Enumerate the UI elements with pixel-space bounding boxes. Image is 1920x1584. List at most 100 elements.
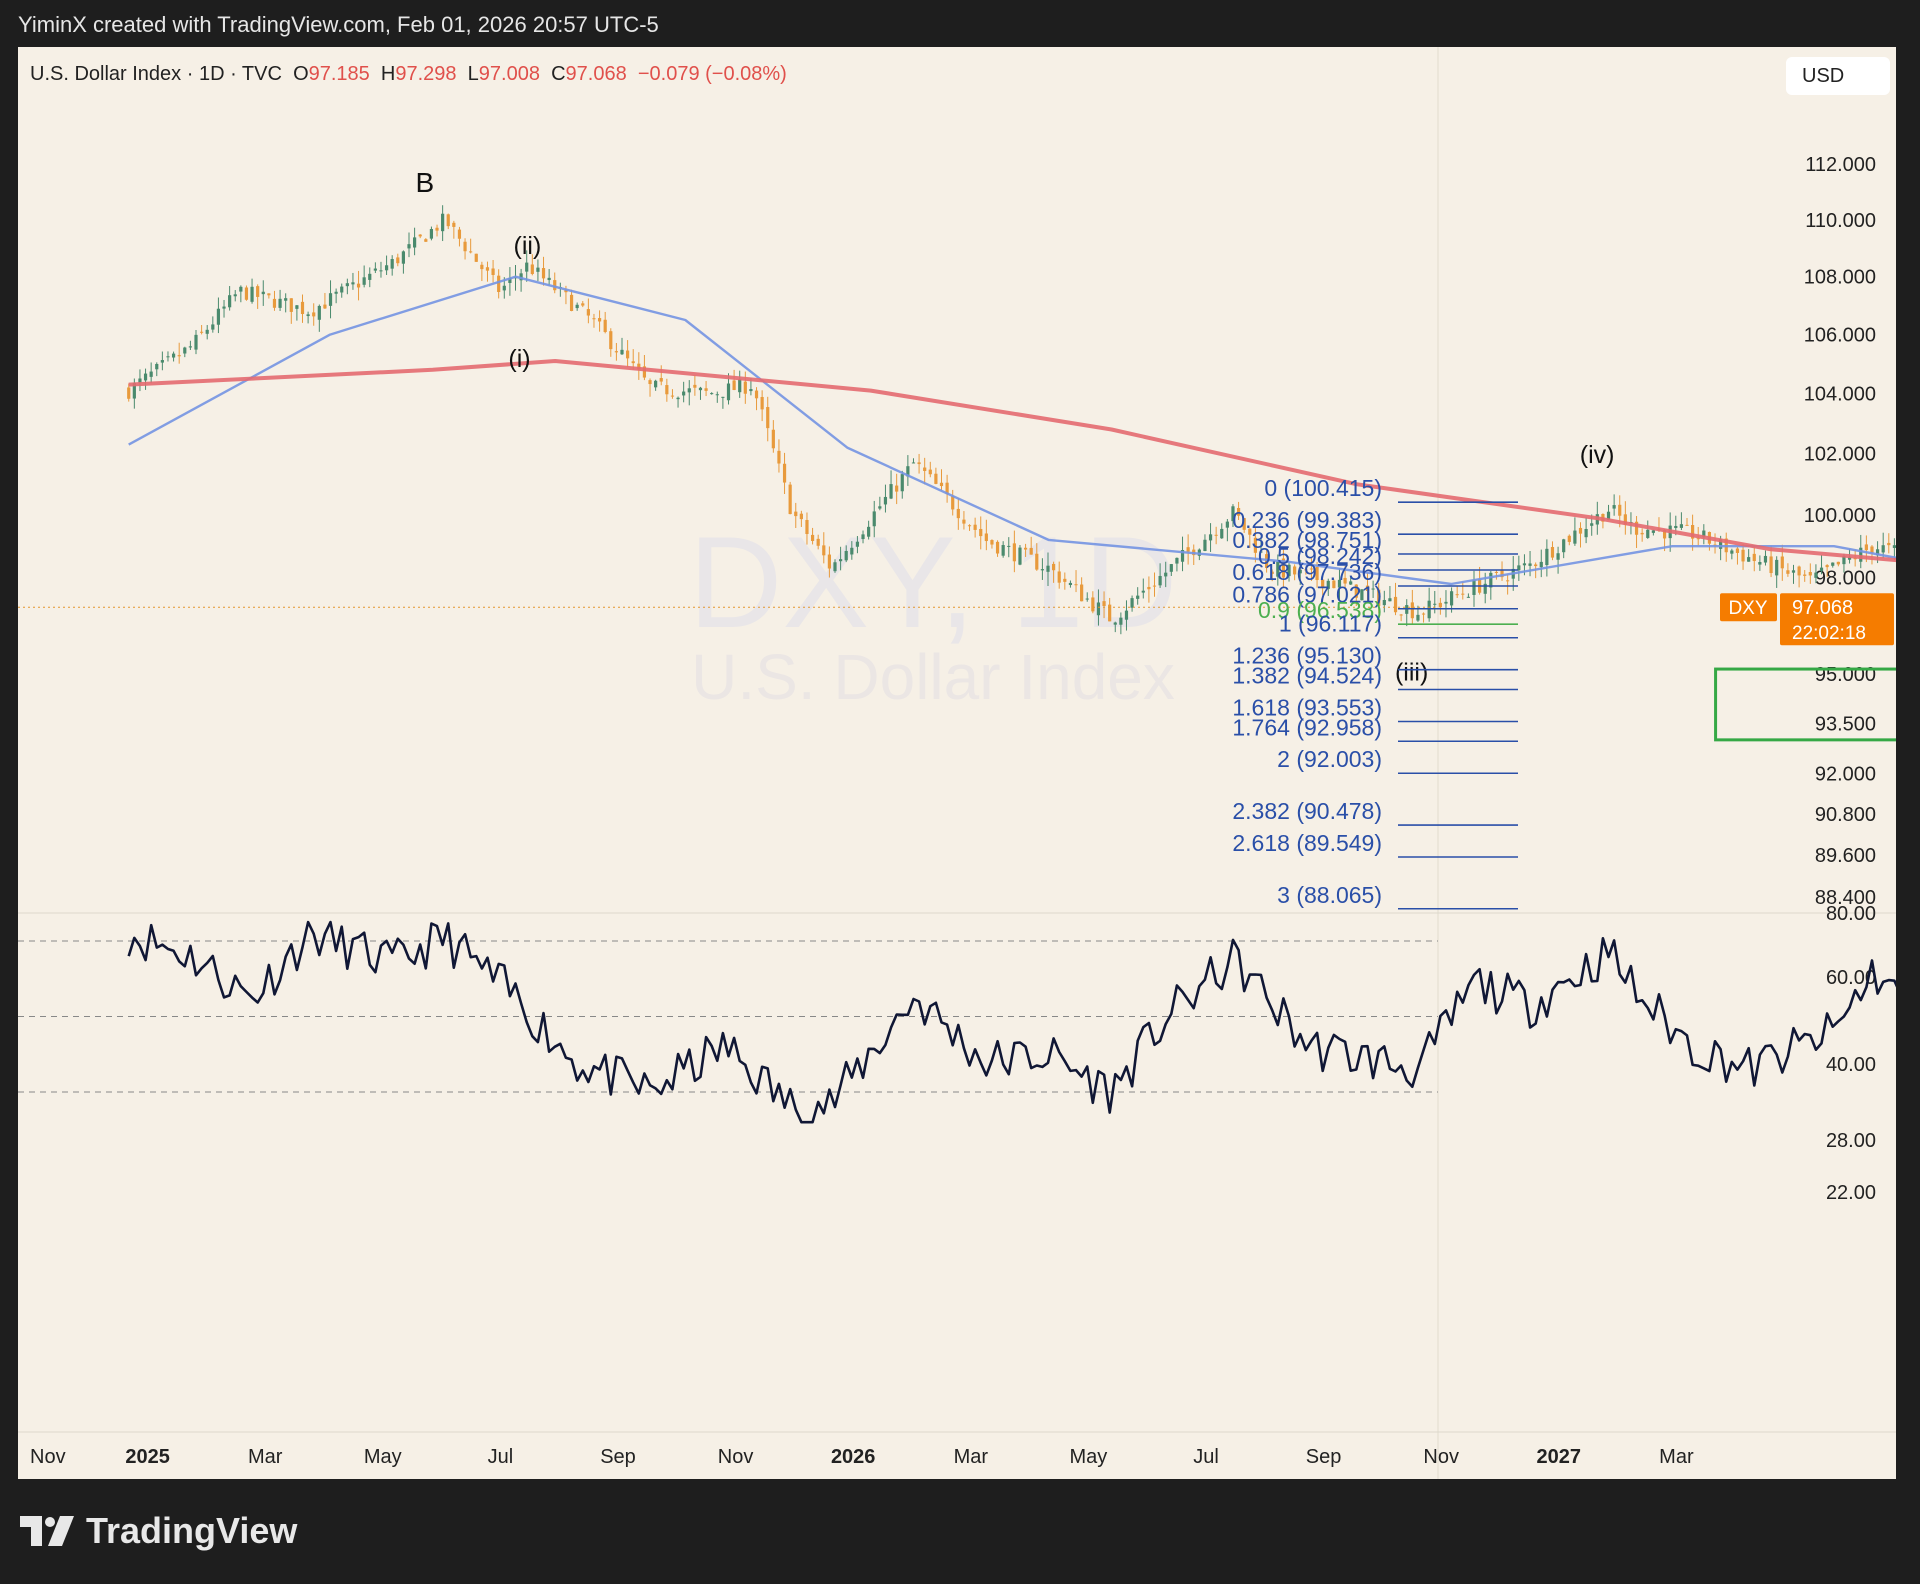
candle-body [844,550,848,561]
candle-body [239,286,243,292]
candle-body [418,234,422,237]
candle-body [1730,550,1734,554]
candle-body [1646,529,1650,538]
candle-body [1208,534,1213,541]
price-axis-tick: 95.000 [1815,664,1876,686]
candle-body [379,270,383,272]
candle-body [1870,546,1874,554]
candle-body [1752,553,1756,562]
candle-body [368,273,372,280]
candle-body [1371,588,1375,590]
candle-body [1175,557,1179,564]
candle-body [323,304,327,309]
candle-body [1455,594,1459,596]
candle-body [670,395,675,397]
candle-body [211,324,215,330]
candle-body [469,251,473,253]
candle-body [799,513,803,520]
fib-level-label: 3 (88.065) [1277,882,1382,908]
price-axis-tick: 98.000 [1815,568,1876,590]
target-zone-box [1714,667,1896,742]
candle-body [654,380,658,388]
candle-body [1573,530,1577,544]
candle-body [1287,564,1291,577]
candle-body [637,363,641,370]
candle-body [1506,580,1510,582]
candle-body [1326,580,1330,589]
change-value: −0.079 (−0.08%) [637,63,787,85]
price-axis-tick: 90.800 [1815,804,1876,826]
low-label: L [467,63,479,85]
candle-body [1220,528,1224,539]
candle-body [1231,506,1235,522]
candle-body [867,526,871,537]
price-axis-tick: 88.400 [1815,887,1876,909]
candle-body [659,378,663,382]
candle-body [597,318,602,322]
candle-body [928,469,932,475]
candle-body [1578,527,1583,534]
candle-body [889,484,893,499]
candle-body [216,308,221,325]
candle-body [1674,525,1678,529]
candle-body [519,273,523,281]
chart-panel[interactable]: DXY, 1D U.S. Dollar Index 112.000 110.000 10… [18,47,1896,1479]
candle-body [1735,548,1740,553]
candle-body [1141,590,1145,593]
candle-body [906,466,910,477]
candle-body [1080,584,1084,602]
candle-body [530,264,534,274]
candle-body [710,393,714,395]
candle-body [474,253,478,262]
candle-body [1365,585,1370,591]
candle-body [1562,539,1566,553]
price-chart[interactable]: DXY, 1DU.S. Dollar Index 112.000 110.000 10… [18,47,1896,1479]
candle-body [1556,553,1560,560]
candle-body [1169,564,1173,572]
candle-body [839,559,843,562]
candle-body [1887,542,1891,546]
candle-body [1298,569,1302,574]
candle-body [1786,570,1790,574]
candle-body [726,383,731,401]
candle-body [569,294,574,311]
candle-body [166,356,170,358]
candle-body [743,381,747,394]
candle-body [693,384,697,388]
candle-body [1012,543,1016,562]
candle-body [609,331,613,350]
candle-body [1836,561,1840,565]
candle-body [1534,564,1538,567]
candle-body [1276,561,1280,577]
currency-button[interactable]: USD [1786,57,1890,95]
fib-level-label: 1 (96.117) [1279,611,1382,637]
candle-body [177,355,181,357]
low-value: 97.008 [478,63,540,85]
candle-body [1791,570,1796,573]
candle-body [295,305,299,309]
candle-body [261,291,265,295]
candle-body [1018,547,1022,565]
candle-body [956,508,960,519]
candle-body [1679,524,1683,528]
price-axis-tick: 106.000 [1804,325,1876,347]
candle-body [1001,545,1005,556]
candle-body [738,379,742,393]
candle-body [1859,547,1863,562]
candle-body [1444,601,1448,604]
fib-level-label: 2 (92.003) [1277,746,1382,772]
candle-body [951,496,955,510]
candle-body [1819,567,1824,572]
candle-body [1567,535,1571,542]
candle-body [1875,549,1880,556]
moving-average-line [128,275,1896,586]
candle-body [1057,571,1061,583]
candle-body [138,378,142,383]
candle-body [1634,521,1639,535]
candle-body [945,482,949,495]
candle-body [328,293,333,306]
close-label: C [551,63,566,85]
candle-body [541,268,546,279]
candle-body [132,382,136,399]
candle-body [1892,545,1896,548]
